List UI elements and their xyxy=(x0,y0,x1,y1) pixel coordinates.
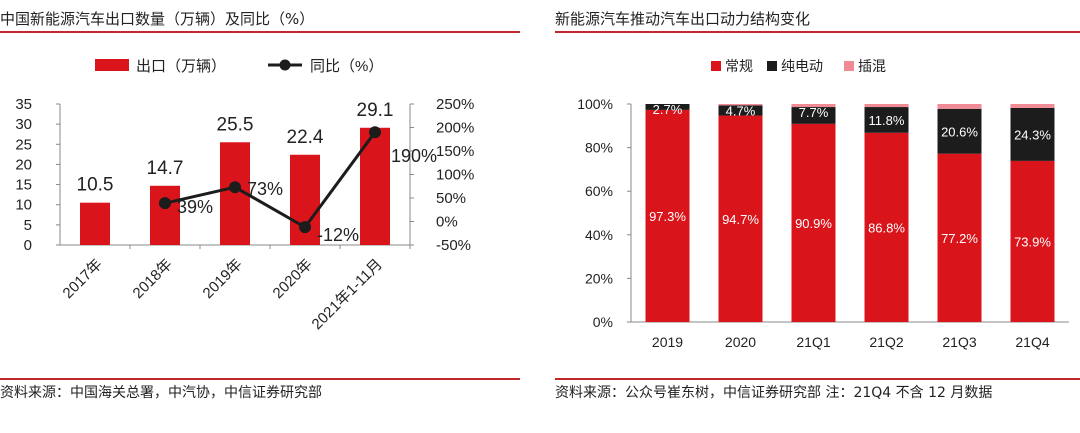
left-source-rule xyxy=(0,378,520,380)
segment-value-label: 90.9% xyxy=(795,216,832,231)
yoy-point xyxy=(159,197,171,210)
legend-swatch-conventional xyxy=(711,61,721,71)
yoy-value-label: 73% xyxy=(247,179,283,199)
segment-value-label: 4.7% xyxy=(726,103,756,118)
right-y-tick-label: 250% xyxy=(436,96,474,113)
left-source-note: 资料来源：中国海关总署，中汽协，中信证券研究部 xyxy=(0,385,322,401)
right-stacked-chart: 常规 纯电动 插混 0% 20% 40% 60% 80% 100% 97.3% 2.7% 2019 94… xyxy=(577,58,1069,350)
yoy-value-label: 190% xyxy=(391,146,437,166)
right-y-tick-label: 150% xyxy=(436,143,474,160)
bar-segment-phev xyxy=(937,104,982,109)
segment-value-label: 73.9% xyxy=(1014,234,1051,249)
left-y-tick-label: 25 xyxy=(15,136,32,153)
left-title-rule xyxy=(0,31,520,33)
x-category-label: 21Q4 xyxy=(1015,334,1049,350)
bar-export xyxy=(80,202,110,245)
segment-value-label: 2.7% xyxy=(653,102,683,117)
bar-segment-bev xyxy=(937,108,982,154)
left-chart-panel: 中国新能源汽车出口数量（万辆）及同比（%） 出口（万辆） 同比（%） 0 5 10 15 2… xyxy=(0,0,520,433)
yoy-point xyxy=(369,126,381,139)
x-category-label: 21Q1 xyxy=(796,334,830,350)
x-category-label: 2020 xyxy=(725,334,756,350)
y-tick-label: 40% xyxy=(585,227,613,243)
bar-segment-bev xyxy=(1010,107,1055,161)
left-chart-title: 中国新能源汽车出口数量（万辆）及同比（%） xyxy=(0,10,315,28)
y-tick-label: 0% xyxy=(593,314,613,330)
y-tick-label: 80% xyxy=(585,140,613,156)
yoy-value-label: -12% xyxy=(317,225,359,245)
bar-segment-bev xyxy=(645,104,690,110)
legend-swatch-bev xyxy=(767,61,777,71)
legend-label-yoy: 同比（%） xyxy=(310,58,383,75)
segment-value-label: 94.7% xyxy=(722,212,759,227)
bar-value-label: 25.5 xyxy=(217,114,254,135)
legend-label-bev: 纯电动 xyxy=(781,58,823,74)
left-y-tick-label: 10 xyxy=(15,197,32,214)
bar-segment-conventional xyxy=(645,109,690,322)
right-source-note: 资料来源：公众号崔东树，中信证券研究部 注：21Q4 不含 12 月数据 xyxy=(555,385,993,401)
right-y-tick-label: -50% xyxy=(436,237,471,254)
x-category-label: 2017年 xyxy=(60,256,106,302)
bar-segment-bev xyxy=(791,107,836,124)
legend-swatch-export xyxy=(95,59,129,71)
bar-segment-conventional xyxy=(791,123,836,322)
segment-value-label: 11.8% xyxy=(869,113,905,128)
right-y-tick-label: 0% xyxy=(436,214,458,231)
bar-segment-phev xyxy=(791,104,836,108)
x-category-label: 21Q3 xyxy=(942,334,976,350)
left-y-tick-label: 20 xyxy=(15,156,32,173)
bar-value-label: 10.5 xyxy=(77,175,114,196)
left-y-tick-label: 30 xyxy=(15,116,32,133)
right-title-rule xyxy=(555,31,1080,33)
y-tick-label: 20% xyxy=(585,270,613,286)
right-y-tick-label: 200% xyxy=(436,120,474,137)
segment-value-label: 86.8% xyxy=(868,220,905,235)
right-source-rule xyxy=(555,378,1080,380)
legend-label-phev: 插混 xyxy=(858,58,886,74)
left-y-tick-label: 15 xyxy=(15,177,32,194)
bar-segment-conventional xyxy=(864,132,909,322)
y-tick-label: 100% xyxy=(577,96,613,112)
right-y-tick-label: 100% xyxy=(436,167,474,184)
bar-segment-bev xyxy=(864,107,909,133)
right-y-tick-label: 50% xyxy=(436,190,466,207)
yoy-value-label: 39% xyxy=(177,197,213,217)
yoy-point xyxy=(299,221,311,234)
yoy-point xyxy=(229,181,241,194)
x-category-label: 21Q2 xyxy=(869,334,903,350)
legend-label-export: 出口（万辆） xyxy=(136,58,226,75)
bar-export xyxy=(150,185,180,245)
bar-segment-conventional xyxy=(1010,160,1055,322)
segment-value-label: 7.7% xyxy=(799,105,829,120)
bar-segment-conventional xyxy=(937,153,982,322)
segment-value-label: 77.2% xyxy=(941,231,978,246)
x-category-label: 2021年1-11月 xyxy=(309,256,386,333)
y-tick-label: 60% xyxy=(585,183,613,199)
yoy-line xyxy=(164,131,377,230)
bar-segment-conventional xyxy=(718,115,763,322)
bar-segment-phev xyxy=(864,104,909,108)
bar-segment-phev xyxy=(1010,104,1055,108)
bar-segment-bev xyxy=(718,105,763,116)
x-category-label: 2020年 xyxy=(270,256,316,302)
bar-value-label: 29.1 xyxy=(357,100,394,121)
left-y-tick-label: 0 xyxy=(24,237,32,254)
right-chart-title: 新能源汽车推动汽车出口动力结构变化 xyxy=(555,10,811,28)
left-y-tick-label: 35 xyxy=(15,96,32,113)
legend-marker-yoy xyxy=(279,59,291,71)
x-category-label: 2018年 xyxy=(130,256,176,302)
x-category-label: 2019 xyxy=(652,334,683,350)
x-category-label: 2019年 xyxy=(200,256,246,302)
segment-value-label: 97.3% xyxy=(649,209,686,224)
bar-segment-phev xyxy=(718,104,763,106)
segment-value-label: 20.6% xyxy=(941,124,978,139)
segment-value-label: 24.3% xyxy=(1014,127,1051,142)
legend-label-conventional: 常规 xyxy=(725,58,753,74)
bar-value-label: 22.4 xyxy=(287,127,324,148)
left-combo-chart: 出口（万辆） 同比（%） 0 5 10 15 20 25 30 35 -50% 0% 50% 100% 15… xyxy=(15,58,474,333)
bar-value-label: 14.7 xyxy=(147,158,184,179)
right-chart-panel: 新能源汽车推动汽车出口动力结构变化 常规 纯电动 插混 0% 20% 40% 60% 80% 1… xyxy=(555,0,1080,433)
left-y-tick-label: 5 xyxy=(24,217,32,234)
legend-swatch-phev xyxy=(844,61,854,71)
